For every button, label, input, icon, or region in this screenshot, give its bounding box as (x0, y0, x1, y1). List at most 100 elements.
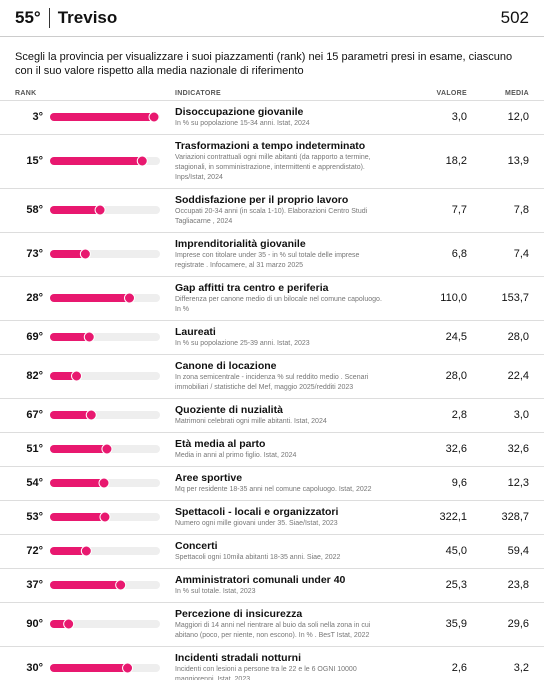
province-name[interactable]: Treviso (57, 8, 118, 27)
bar-fill (50, 113, 159, 121)
bar-dot (98, 477, 110, 489)
indicator-title: Età media al parto (175, 438, 266, 450)
bar-fill (50, 479, 108, 487)
bar-dot (80, 545, 92, 557)
rank: 67° (26, 409, 43, 421)
rank: 28° (26, 292, 43, 304)
indicator-row: 30° Incidenti stradali notturni Incidenti … (0, 646, 544, 680)
indicator-description: In zona semicentrale - incidenza % sul r… (175, 374, 369, 391)
indicator: Canone di locazione In zona semicentrale … (175, 359, 407, 393)
indicator-row: 73° Imprenditorialità giovanile Imprese co… (0, 232, 544, 276)
value: 110,0 (440, 292, 467, 304)
indicator-title: Concerti (175, 540, 218, 552)
bar-fill (50, 294, 134, 302)
bar-fill (50, 206, 105, 214)
column-headers: RANK INDICATORE VALORE MEDIA (0, 86, 544, 100)
bar-dot (63, 618, 75, 630)
rank-bar (50, 579, 160, 591)
rank-bar (50, 204, 160, 216)
bar-dot (148, 111, 160, 123)
bar-dot (122, 662, 134, 674)
indicator: Incidenti stradali notturni Incidenti con… (175, 651, 407, 680)
bar-fill (50, 250, 90, 258)
indicator-title: Gap affitti tra centro e periferia (175, 282, 329, 294)
bar-fill (50, 445, 111, 453)
indicator-title: Soddisfazione per il proprio lavoro (175, 194, 349, 206)
rank-bar (50, 477, 160, 489)
bar-fill (50, 157, 147, 165)
col-average: MEDIA (504, 90, 529, 97)
indicator-row: 53° Spettacoli - locali e organizzatori Nu… (0, 500, 544, 534)
bar-dot (85, 409, 97, 421)
rank: 51° (26, 443, 43, 455)
indicator-description: Imprese con titolare under 35 - in % sul… (175, 252, 360, 269)
indicator-description: Matrimoni celebrati ogni mille abitanti.… (175, 418, 327, 425)
average: 7,4 (513, 248, 529, 260)
indicator: Spettacoli - locali e organizzatori Numer… (175, 505, 407, 529)
average: 29,6 (507, 618, 529, 630)
rank: 3° (32, 111, 43, 123)
indicator-row: 82° Canone di locazione In zona semicentra… (0, 354, 544, 398)
rank: 82° (26, 370, 43, 382)
average: 32,6 (507, 443, 529, 455)
rank: 72° (26, 545, 43, 557)
indicator-title: Trasformazioni a tempo indeterminato (175, 140, 366, 152)
average: 3,2 (513, 662, 529, 674)
indicator-description: In % su popolazione 25-39 anni. Istat, 2… (175, 340, 310, 347)
indicator: Laureati In % su popolazione 25-39 anni. … (175, 325, 407, 349)
average: 3,0 (513, 409, 529, 421)
indicator-row: 37° Amministratori comunali under 40 In % … (0, 568, 544, 602)
value: 7,7 (451, 204, 467, 216)
average: 13,9 (507, 155, 529, 167)
indicator-title: Incidenti stradali notturni (175, 652, 302, 664)
indicator-row: 51° Età media al parto Media in anni al pr… (0, 432, 544, 466)
value: 32,6 (445, 443, 467, 455)
indicator-title: Spettacoli - locali e organizzatori (175, 506, 339, 518)
col-indicator: INDICATORE (175, 90, 221, 97)
bar-dot (124, 292, 136, 304)
rank-bar (50, 545, 160, 557)
value: 6,8 (451, 248, 467, 260)
rank-bar (50, 155, 160, 167)
value: 25,3 (445, 579, 467, 591)
bar-fill (50, 547, 91, 555)
indicator-row: 15° Trasformazioni a tempo indeterminato V… (0, 134, 544, 188)
indicator: Imprenditorialità giovanile Imprese con t… (175, 237, 407, 271)
intro: Scegli la provincia per visualizzare i s… (15, 51, 513, 77)
indicator-row: 69° Laureati In % su popolazione 25-39 ann… (0, 320, 544, 354)
rank-bar (50, 370, 160, 382)
rank-bar (50, 248, 160, 260)
indicator-description: Mq per residente 18-35 anni nel comune c… (175, 486, 372, 493)
indicator-row: 3° Disoccupazione giovanile In % su popola… (0, 100, 544, 134)
indicator-description: Media in anni al primo figlio. Istat, 20… (175, 452, 297, 459)
average: 328,7 (501, 511, 529, 523)
col-value: VALORE (436, 90, 467, 97)
indicator: Disoccupazione giovanile In % su popolazi… (175, 105, 407, 129)
rank: 15° (26, 155, 43, 167)
col-rank: RANK (15, 90, 37, 97)
indicator-row: 72° Concerti Spettacoli ogni 10mila abitan… (0, 534, 544, 568)
rank: 90° (26, 618, 43, 630)
indicator: Trasformazioni a tempo indeterminato Vari… (175, 139, 407, 183)
rows: 3° Disoccupazione giovanile In % su popola… (0, 100, 544, 680)
indicator: Concerti Spettacoli ogni 10mila abitanti … (175, 539, 407, 563)
indicator-row: 28° Gap affitti tra centro e periferia Dif… (0, 276, 544, 320)
value: 28,0 (445, 370, 467, 382)
province-score: 502 (500, 8, 529, 27)
bar-fill (50, 664, 132, 672)
indicator: Aree sportive Mq per residente 18-35 anni… (175, 471, 407, 495)
rank: 37° (26, 579, 43, 591)
indicator: Età media al parto Media in anni al primo… (175, 437, 407, 461)
average: 7,8 (513, 204, 529, 216)
rank: 53° (26, 511, 43, 523)
rank-bar (50, 409, 160, 421)
value: 24,5 (445, 331, 467, 343)
bar-fill (50, 513, 109, 521)
average: 59,4 (507, 545, 529, 557)
value: 35,9 (445, 618, 467, 630)
bar-dot (115, 579, 127, 591)
rank: 58° (26, 204, 43, 216)
indicator-title: Imprenditorialità giovanile (175, 238, 306, 250)
indicator: Percezione di insicurezza Maggiori di 14 … (175, 607, 407, 641)
bar-dot (136, 155, 148, 167)
